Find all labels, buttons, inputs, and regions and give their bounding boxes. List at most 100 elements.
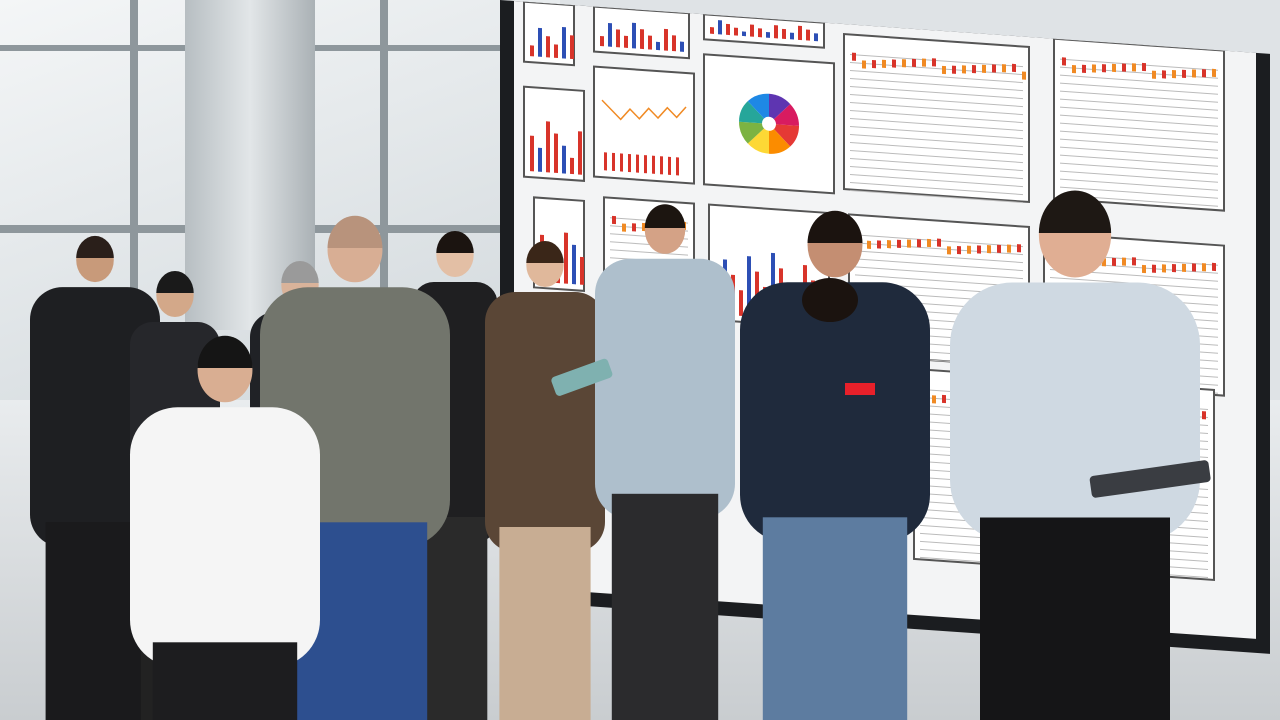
legs xyxy=(980,517,1170,720)
bar-mark xyxy=(1062,57,1066,66)
bar-mark xyxy=(806,29,810,41)
bar-mark xyxy=(608,23,612,47)
grid-line xyxy=(850,173,1023,188)
bar-mark xyxy=(742,31,746,37)
bar-mark xyxy=(530,135,534,172)
bar-mark xyxy=(644,155,647,174)
bar-mark xyxy=(957,245,961,255)
bar-mark xyxy=(992,64,996,73)
grid-line xyxy=(855,250,1023,264)
bar-mark xyxy=(1192,263,1196,272)
grid-line xyxy=(1060,58,1218,71)
bar-mark xyxy=(612,152,615,172)
bar-mark xyxy=(1172,263,1176,273)
bar-mark xyxy=(628,153,631,173)
bar-mark xyxy=(967,245,971,254)
grid-line xyxy=(1060,122,1218,135)
bar-mark xyxy=(710,27,714,34)
bar-mark xyxy=(912,58,916,68)
grid-line xyxy=(850,157,1023,172)
grid-line xyxy=(1060,130,1218,143)
bar-mark xyxy=(660,156,663,175)
person xyxy=(950,190,1200,720)
tablet-device xyxy=(1089,460,1211,498)
bar-mark xyxy=(546,36,550,58)
grid-line xyxy=(1060,90,1218,103)
grid-line xyxy=(1060,114,1218,127)
grid-line xyxy=(850,181,1023,196)
bar-mark xyxy=(942,65,946,75)
hair xyxy=(156,271,194,293)
bar-mark xyxy=(1212,262,1216,272)
grid-line xyxy=(1060,154,1218,167)
pie-slice xyxy=(769,93,791,124)
bar-mark xyxy=(668,156,671,175)
bar-mark xyxy=(932,395,936,404)
bar-mark xyxy=(1112,63,1116,73)
bar-mark xyxy=(997,244,1001,254)
torso xyxy=(30,287,160,548)
bar-mark xyxy=(624,35,628,48)
bar-mark xyxy=(632,22,636,49)
bar-mark xyxy=(814,33,818,42)
bar-mark xyxy=(1012,63,1016,73)
bar-mark xyxy=(750,24,754,37)
bar-mark xyxy=(1142,264,1146,274)
bar-mark xyxy=(538,27,542,57)
hair xyxy=(436,230,474,253)
bar-mark xyxy=(932,58,936,67)
bar-mark xyxy=(1172,69,1176,79)
legs xyxy=(45,522,145,720)
bar-mark xyxy=(546,121,550,173)
grid-line xyxy=(1060,186,1218,199)
tablet-device xyxy=(551,358,613,396)
grid-line xyxy=(850,125,1023,140)
window-mullion xyxy=(380,0,388,300)
bar-mark xyxy=(962,65,966,74)
bar-mark xyxy=(530,45,534,57)
bar-mark xyxy=(1162,264,1166,273)
person xyxy=(740,210,930,720)
bar-mark xyxy=(648,35,652,50)
pie-slice xyxy=(769,104,799,126)
hair xyxy=(197,335,253,368)
bar-mark xyxy=(1082,64,1086,73)
bar-mark xyxy=(1112,257,1116,267)
chart-panel xyxy=(523,0,575,67)
bar-mark xyxy=(1162,70,1166,79)
beard xyxy=(802,278,858,322)
grid-line xyxy=(850,149,1023,164)
bar-mark xyxy=(726,23,730,36)
bar-mark xyxy=(640,29,644,50)
bar-mark xyxy=(562,26,566,59)
bar-mark xyxy=(1002,64,1006,73)
bar-mark xyxy=(600,35,604,47)
bar-mark xyxy=(907,239,911,248)
person xyxy=(130,335,320,720)
bar-mark xyxy=(554,44,558,59)
grid-line xyxy=(850,69,1023,84)
hair xyxy=(281,260,319,283)
person xyxy=(30,235,160,720)
bar-mark xyxy=(1202,263,1206,272)
pie-slice xyxy=(769,123,791,154)
pie-center xyxy=(762,116,776,131)
legs xyxy=(611,493,719,720)
bar-mark xyxy=(872,60,876,69)
hair xyxy=(644,204,686,228)
grid-line xyxy=(850,53,1023,68)
grid-line xyxy=(1060,146,1218,159)
bar-mark xyxy=(892,59,896,68)
grid-line xyxy=(855,274,1023,288)
bar-mark xyxy=(942,394,946,404)
bar-mark xyxy=(1092,64,1096,73)
bar-mark xyxy=(1132,63,1136,72)
bar-mark xyxy=(882,59,886,68)
torso xyxy=(740,282,930,543)
grid-line xyxy=(1060,82,1218,95)
grid-line xyxy=(1060,98,1218,111)
grid-line xyxy=(855,242,1023,256)
person xyxy=(595,204,735,720)
